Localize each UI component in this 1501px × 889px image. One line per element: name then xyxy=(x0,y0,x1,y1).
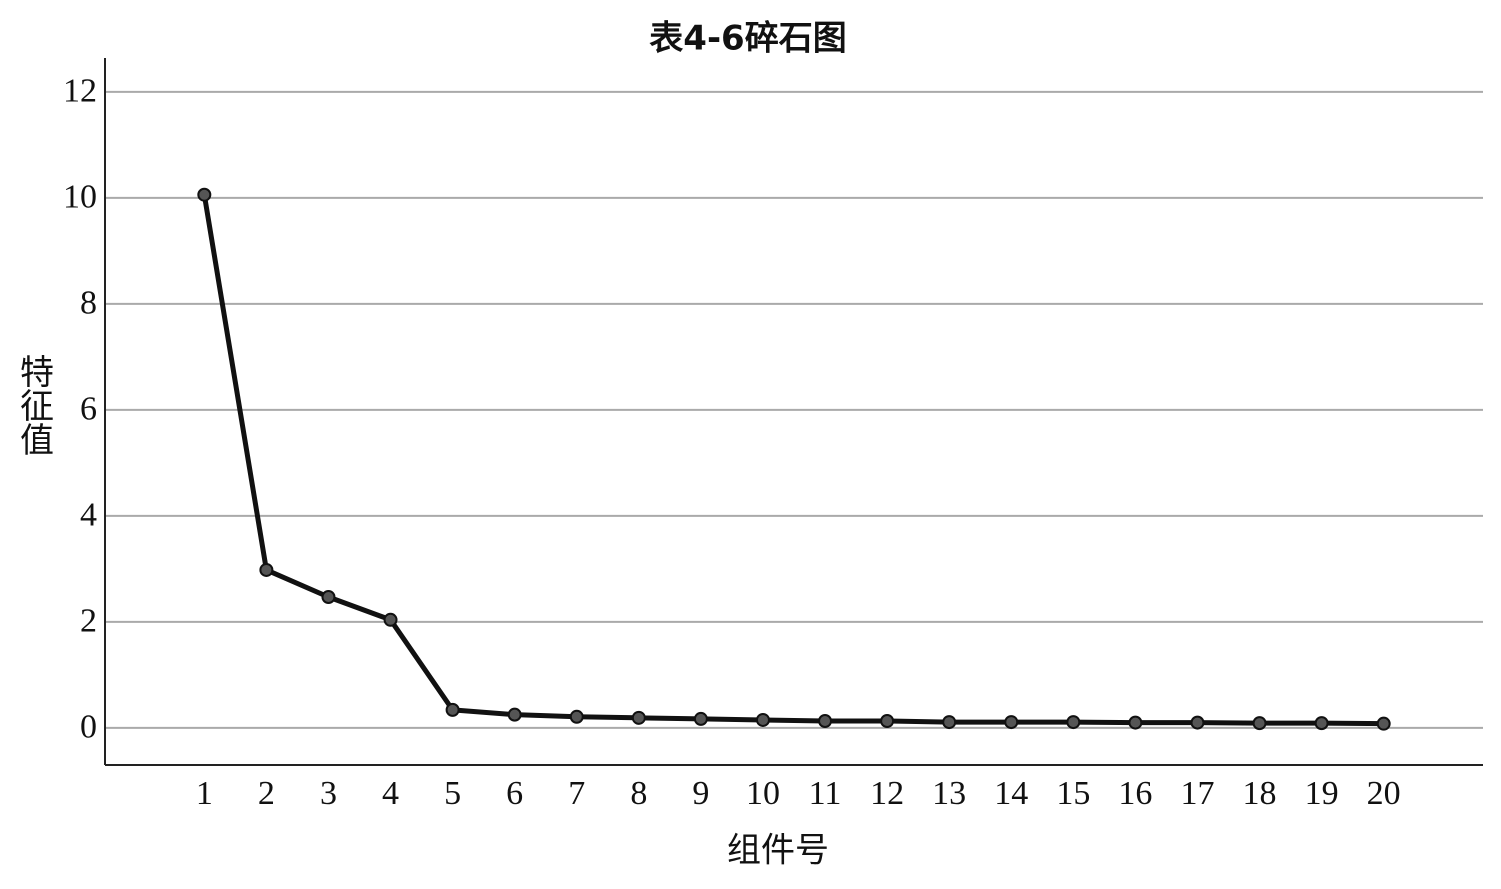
point xyxy=(631,710,646,725)
x-tick-label: 12 xyxy=(870,775,904,812)
point xyxy=(1128,715,1143,730)
y-tick-label: 4 xyxy=(80,497,97,534)
x-tick-label: 2 xyxy=(258,775,275,812)
x-tick-label: 20 xyxy=(1367,775,1401,812)
x-tick-label: 4 xyxy=(382,775,399,812)
x-tick-label: 11 xyxy=(809,775,842,812)
point xyxy=(569,709,584,724)
point xyxy=(1252,716,1267,731)
point xyxy=(445,702,460,717)
x-tick-label: 6 xyxy=(506,775,523,812)
x-tick-label: 9 xyxy=(692,775,709,812)
x-axis-label: 组件号 xyxy=(727,831,829,871)
point xyxy=(321,589,336,604)
point xyxy=(1314,716,1329,731)
point xyxy=(880,714,895,729)
point xyxy=(942,715,957,730)
x-tick-label: 10 xyxy=(746,775,780,812)
x-tick-label: 18 xyxy=(1243,775,1277,812)
x-tick-label: 16 xyxy=(1118,775,1152,812)
chart-title: 表4-6碎石图 xyxy=(649,19,846,59)
x-tick-label: 13 xyxy=(932,775,966,812)
x-tick-label: 15 xyxy=(1056,775,1090,812)
y-tick-label: 8 xyxy=(80,285,97,322)
x-tick-label: 8 xyxy=(630,775,647,812)
y-axis-label: 特征值 xyxy=(14,354,54,456)
x-tick-label: 3 xyxy=(320,775,337,812)
y-tick-label: 12 xyxy=(63,73,97,110)
series-line xyxy=(201,194,1384,727)
point xyxy=(197,187,212,202)
point xyxy=(1190,715,1205,730)
point xyxy=(507,707,522,722)
point xyxy=(383,612,398,627)
point xyxy=(259,562,274,577)
point xyxy=(755,712,770,727)
y-tick-label: 2 xyxy=(80,603,97,640)
x-tick-label: 7 xyxy=(568,775,585,812)
point xyxy=(693,711,708,726)
x-tick-label: 1 xyxy=(196,775,213,812)
y-tick-label: 6 xyxy=(80,391,97,428)
x-tick-label: 17 xyxy=(1180,775,1214,812)
x-tick-label: 19 xyxy=(1305,775,1339,812)
x-tick-label: 5 xyxy=(444,775,461,812)
y-tick-label: 10 xyxy=(63,179,97,216)
point xyxy=(818,714,833,729)
point xyxy=(1376,716,1391,731)
y-tick-label: 0 xyxy=(80,709,97,746)
x-tick-label: 14 xyxy=(994,775,1028,812)
point xyxy=(1066,715,1081,730)
point xyxy=(1004,715,1019,730)
